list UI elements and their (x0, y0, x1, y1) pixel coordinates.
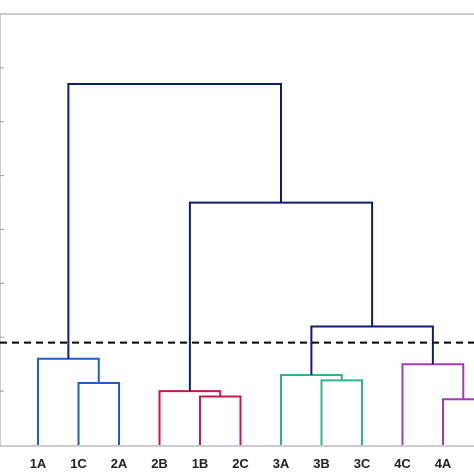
dendrogram-link-4c-m6 (401, 363, 465, 445)
dendrogram-link-m1-m9 (67, 83, 282, 359)
dendrogram-link-1c-2a (77, 382, 120, 445)
y-axis-ticks (0, 67, 4, 392)
dendrogram-link-1a-m0 (37, 357, 100, 445)
dendrogram-links (37, 83, 474, 445)
dendrogram-link-m5-m7 (310, 325, 434, 375)
leaf-label-3b: 3B (313, 456, 330, 471)
leaf-label-4c: 4C (394, 456, 411, 471)
leaf-label-4a: 4A (435, 456, 452, 471)
leaf-labels: 1A1C2A2B1B2C3A3B3C4C4A4B (30, 456, 452, 471)
dendrogram-link-2b-m2 (158, 390, 222, 445)
leaf-label-2b: 2B (151, 456, 168, 471)
leaf-label-1c: 1C (70, 456, 87, 471)
leaf-label-3c: 3C (354, 456, 371, 471)
dendrogram-link-4a-4b (442, 398, 474, 445)
dendrogram-link-m3-m8 (188, 201, 374, 392)
leaf-label-1a: 1A (30, 456, 47, 471)
leaf-label-1b: 1B (192, 456, 209, 471)
leaf-label-2a: 2A (111, 456, 128, 471)
plot-frame (0, 13, 474, 447)
leaf-label-3a: 3A (273, 456, 290, 471)
dendrogram-link-3b-3c (320, 379, 363, 445)
leaf-label-2c: 2C (232, 456, 249, 471)
dendrogram-link-3a-m4 (280, 373, 343, 445)
dendrogram-link-1b-2c (199, 395, 242, 445)
